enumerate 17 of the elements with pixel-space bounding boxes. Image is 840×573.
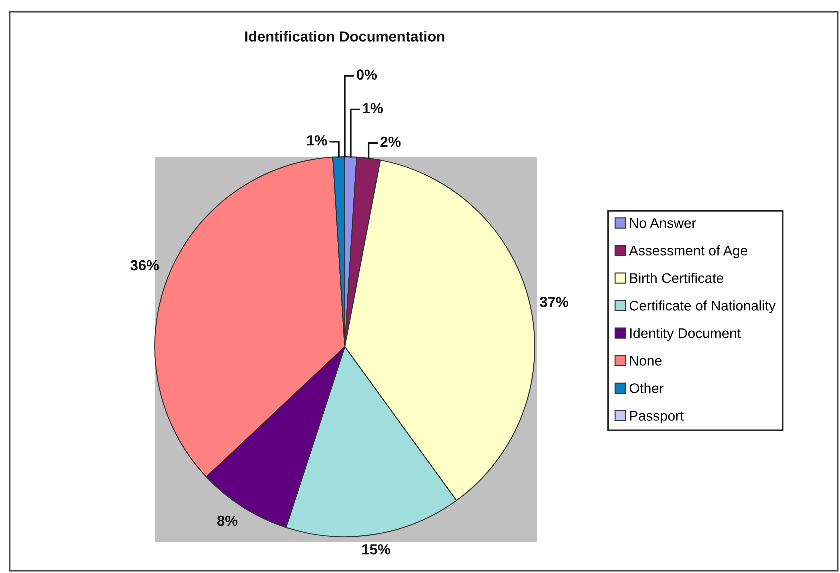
legend-label: Other — [630, 383, 664, 394]
chart-title: Identification Documentation — [246, 31, 445, 42]
data-label: 8% — [217, 516, 238, 526]
legend-label: Identity Document — [630, 328, 742, 342]
legend-label: Certificate of Nationality — [630, 300, 776, 314]
legend-label: None — [630, 356, 662, 366]
data-label: 37% — [540, 297, 568, 308]
data-label: 15% — [362, 544, 390, 555]
legend-label: No Answer — [630, 218, 696, 228]
legend-label: Assessment of Age — [629, 246, 748, 258]
data-label: 1% — [363, 103, 384, 114]
data-label: 36% — [130, 260, 160, 271]
data-label: 1% — [307, 136, 328, 146]
data-label: 2% — [380, 136, 401, 148]
text: 0% — [356, 70, 378, 80]
legend-label: Passport — [630, 411, 684, 424]
legend-label: Birth Certificate — [630, 273, 724, 284]
